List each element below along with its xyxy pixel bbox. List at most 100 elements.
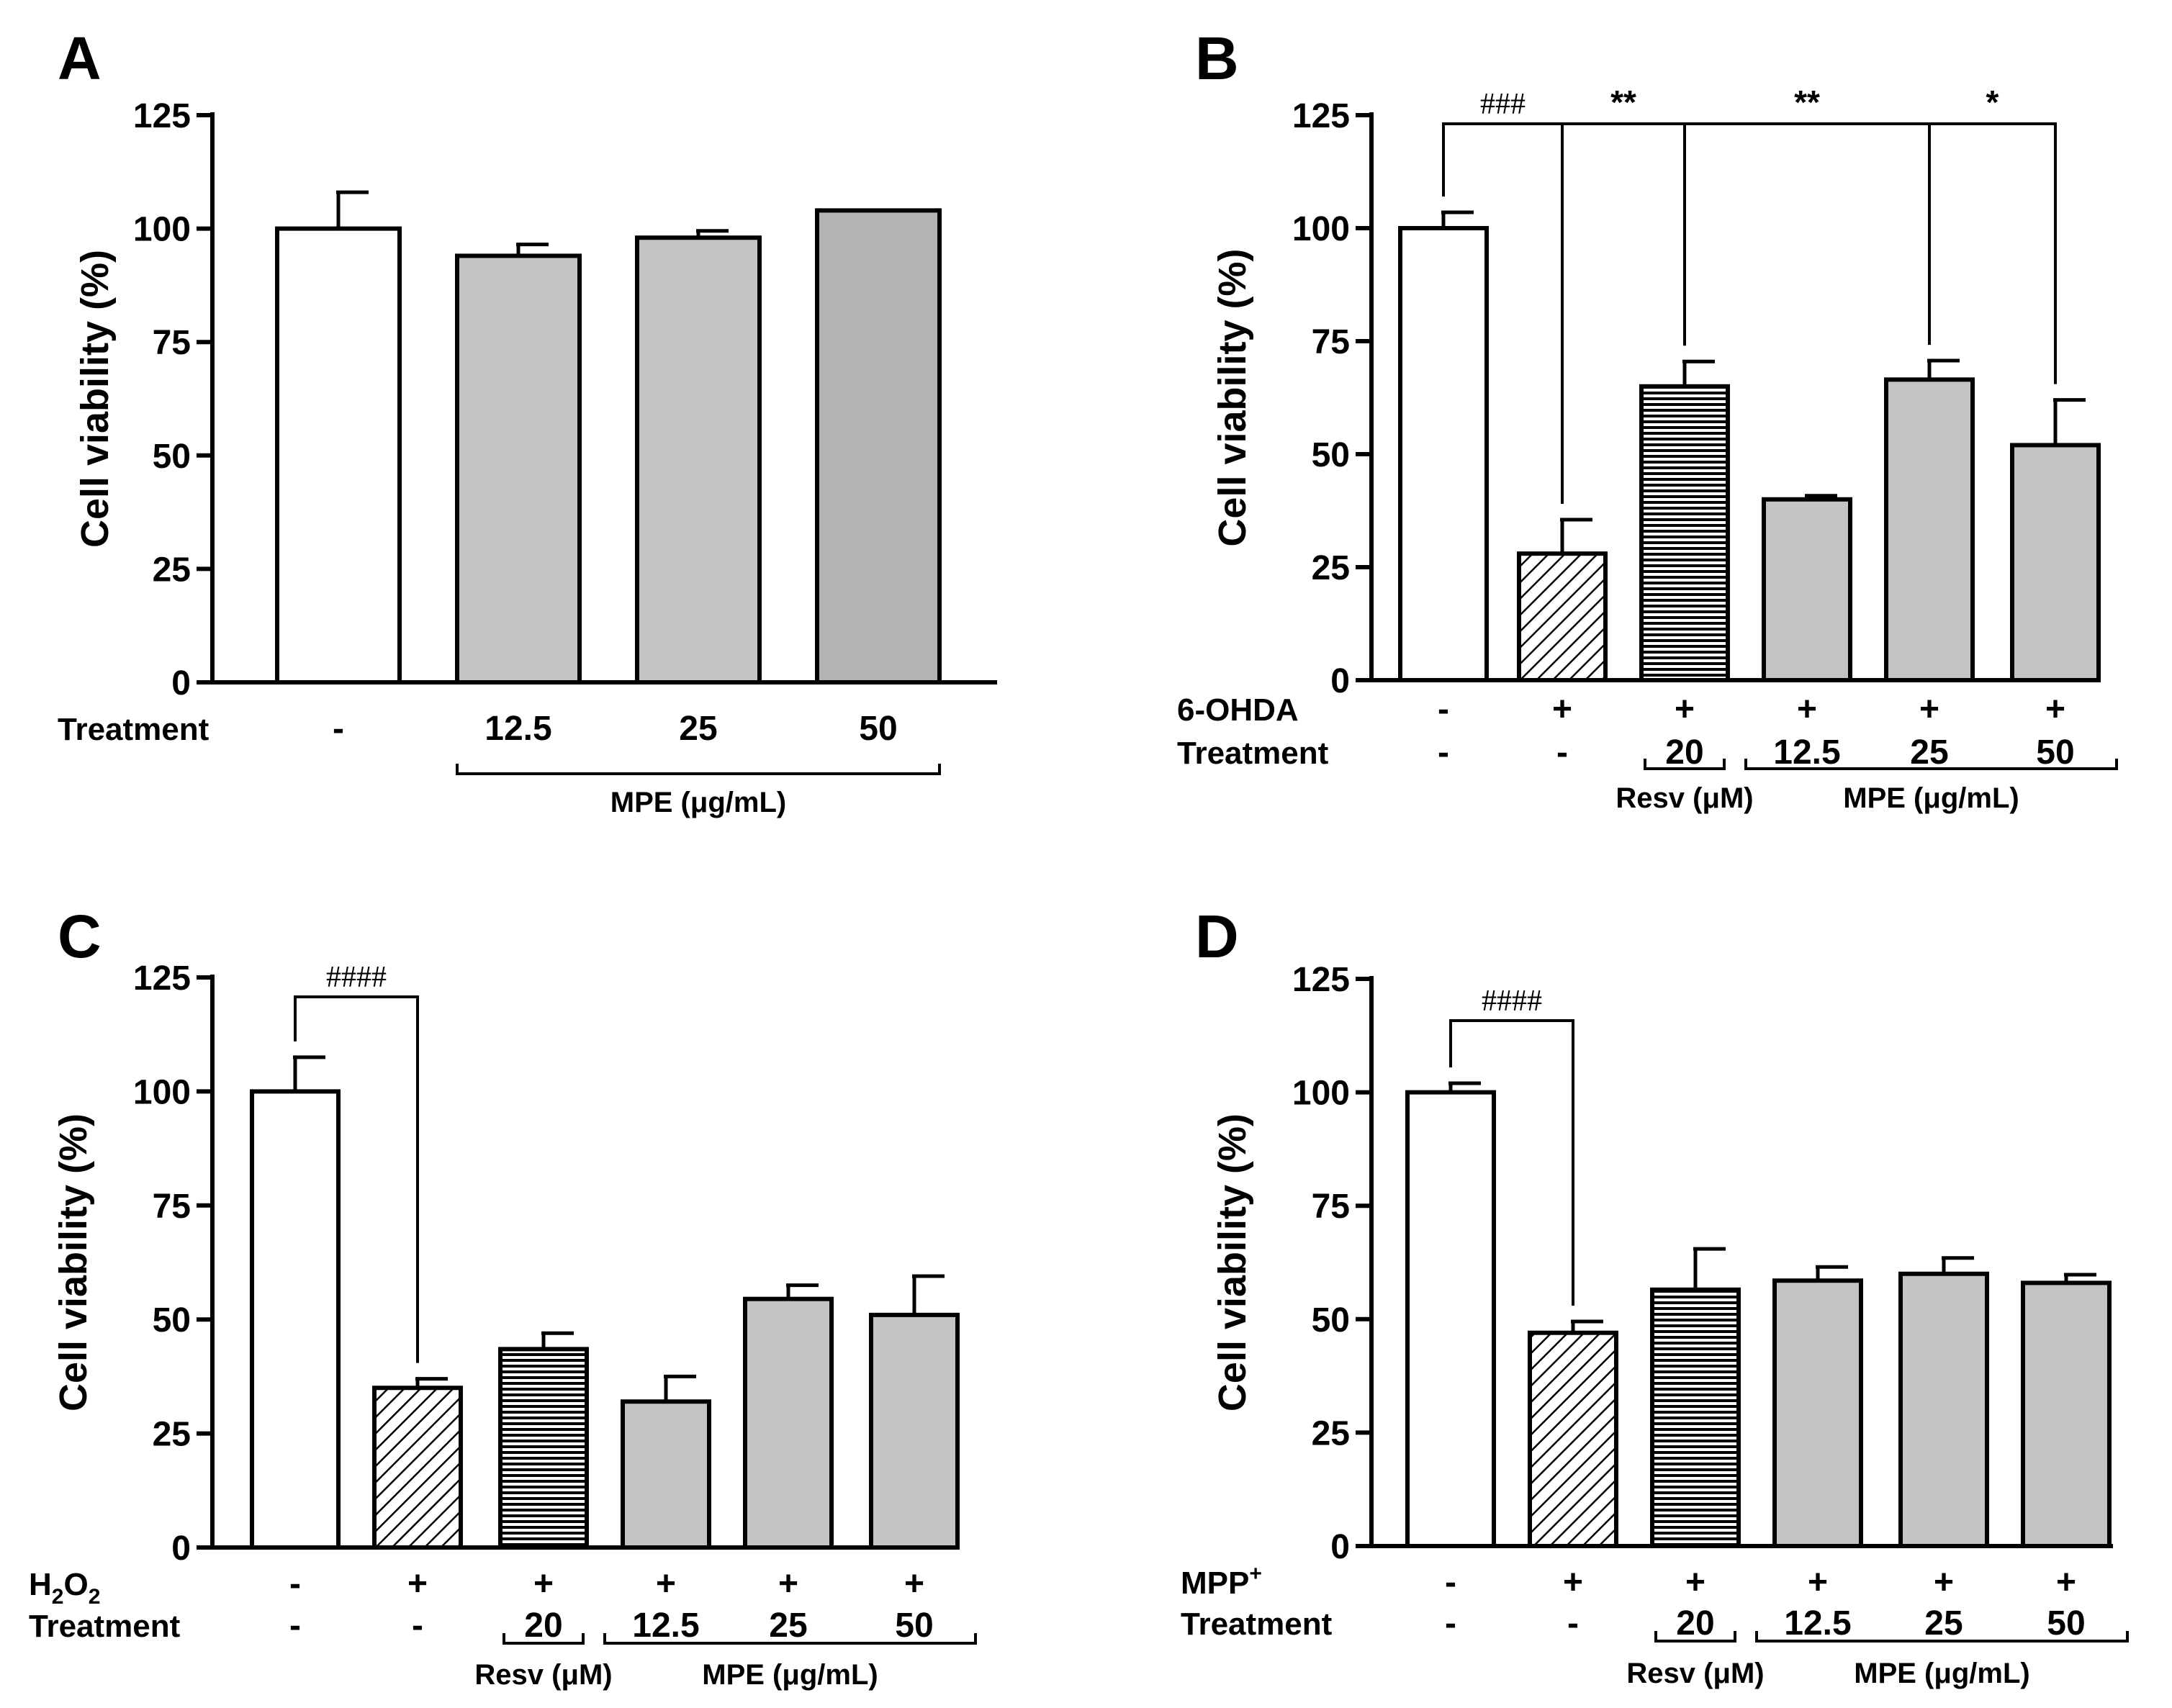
x-tick-label: + [1675, 690, 1695, 728]
row-label: 6-OHDA [1177, 692, 1299, 728]
significance-label: ** [1610, 83, 1636, 121]
significance-bracket [294, 995, 419, 1363]
x-tick-label: 25 [1910, 733, 1948, 772]
significance-label: * [1986, 83, 1999, 121]
x-tick-label: + [1563, 1563, 1583, 1601]
x-tick-label: 25 [679, 710, 717, 748]
group-bracket [503, 1633, 585, 1645]
y-tick-label: 100 [1292, 1075, 1350, 1113]
panel-letter: D [1195, 903, 1239, 970]
bar [1898, 1271, 1989, 1548]
bar [1517, 551, 1608, 682]
bar [635, 235, 762, 684]
row-label: Treatment [58, 712, 209, 747]
y-tick-label: 75 [1312, 1188, 1350, 1226]
x-tick-label: 12.5 [485, 710, 551, 748]
x-tick-label: 25 [769, 1607, 807, 1645]
panel-letter: C [58, 903, 102, 970]
x-tick-label: + [1552, 690, 1572, 728]
y-tick-label: 0 [1330, 1528, 1350, 1566]
panel-letter: B [1195, 24, 1239, 92]
y-tick-label: 100 [1292, 210, 1350, 248]
x-tick-label: 50 [2036, 733, 2074, 772]
x-tick-label: 20 [1676, 1604, 1714, 1643]
group-label: Resv (μM) [474, 1659, 612, 1691]
y-tick-label: 125 [1292, 961, 1350, 999]
significance-label: ** [1794, 83, 1820, 121]
bar [621, 1399, 711, 1550]
y-tick-label: 100 [133, 1073, 191, 1111]
panel-D: D 0 25 50 75 100 125 Cell viability (%) MPP+ Trea… [1181, 903, 2129, 1689]
x-tick-label: + [2056, 1563, 2076, 1601]
y-tick-label: 75 [153, 324, 191, 362]
significance-bracket [1685, 122, 1931, 345]
panel-B: B 0 25 50 75 100 125 Cell viability (%) 6-OHDA Tr… [1177, 24, 2118, 814]
y-axis-label: Cell viability (%) [1211, 248, 1254, 546]
x-tick-label: + [1808, 1563, 1828, 1601]
bar [372, 1386, 463, 1550]
group-bracket [456, 764, 941, 775]
bar [275, 226, 402, 685]
group-bracket [1755, 1631, 2129, 1643]
bar [2010, 443, 2101, 682]
panel-letter: A [58, 24, 102, 92]
x-tick-label: + [778, 1565, 798, 1603]
bar [2021, 1280, 2112, 1549]
y-tick-label: 75 [1312, 323, 1350, 361]
bar [815, 208, 942, 685]
y-tick-label: 50 [153, 1301, 191, 1339]
group-bracket [1644, 759, 1726, 770]
x-tick-label: - [412, 1607, 423, 1645]
bar [1639, 384, 1730, 682]
x-tick-label: 50 [2047, 1604, 2085, 1643]
group-bracket [1744, 759, 2118, 770]
y-tick-label: 125 [1292, 97, 1350, 135]
y-tick-label: 0 [1330, 662, 1350, 700]
y-tick-label: 25 [1312, 1414, 1350, 1452]
x-tick-label: 20 [1665, 733, 1703, 772]
row-label: Treatment [1177, 736, 1329, 771]
significance-bracket [1929, 122, 2057, 384]
row-label: Treatment [1181, 1607, 1333, 1642]
x-tick-label: 20 [524, 1607, 562, 1645]
significance-bracket [1449, 1019, 1574, 1306]
x-tick-label: - [1438, 690, 1449, 728]
y-axis-label: Cell viability (%) [73, 250, 117, 548]
bar [250, 1089, 341, 1550]
bar [498, 1347, 589, 1550]
x-tick-label: + [533, 1565, 554, 1603]
x-tick-label: - [1567, 1604, 1579, 1643]
bar [1762, 497, 1852, 682]
y-tick-label: 50 [1312, 1301, 1350, 1339]
x-tick-label: - [1445, 1604, 1456, 1643]
x-tick-label: + [1919, 690, 1939, 728]
y-tick-label: 25 [1312, 549, 1350, 587]
bar [1405, 1090, 1496, 1548]
y-tick-label: 75 [153, 1188, 191, 1226]
bar [869, 1312, 960, 1550]
y-tick-label: 50 [153, 438, 191, 476]
group-bracket [1654, 1631, 1736, 1643]
group-label: MPE (μg/mL) [1854, 1658, 2029, 1689]
y-axis-label: Cell viability (%) [1211, 1113, 1254, 1411]
bar [455, 253, 582, 684]
y-tick-label: 125 [133, 97, 191, 135]
panel-C: C 0 25 50 75 100 125 Cell viability (%) H2O2Trea… [29, 903, 977, 1691]
x-tick-label: - [289, 1565, 301, 1603]
x-tick-label: + [904, 1565, 924, 1603]
bar [1772, 1278, 1863, 1548]
x-tick-label: 50 [895, 1607, 933, 1645]
y-tick-label: 25 [153, 1416, 191, 1454]
significance-label: ### [1480, 88, 1526, 121]
x-tick-label: + [1685, 1563, 1705, 1601]
y-tick-label: 50 [1312, 436, 1350, 474]
x-tick-label: 12.5 [632, 1607, 699, 1645]
bar [1650, 1287, 1741, 1548]
group-label: Resv (μM) [1616, 782, 1753, 814]
x-tick-label: + [1934, 1563, 1954, 1601]
group-bracket [603, 1633, 977, 1645]
row-label: MPP+ [1181, 1562, 1262, 1601]
x-tick-label: + [407, 1565, 428, 1603]
